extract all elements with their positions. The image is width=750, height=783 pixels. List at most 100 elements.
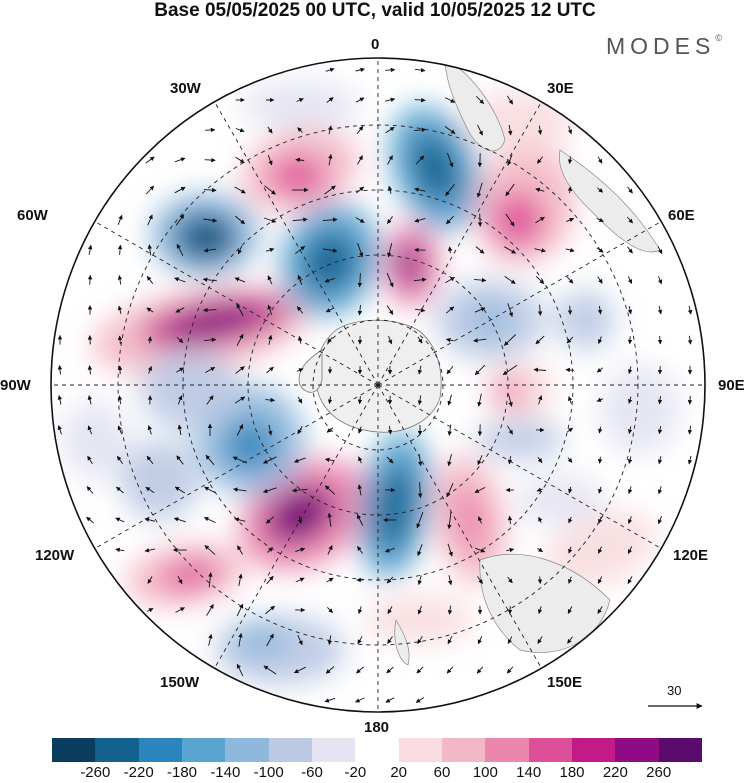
wind-vector [507, 425, 513, 435]
wind-vector [537, 125, 543, 135]
wind-vector [597, 456, 603, 464]
wind-vector [417, 482, 423, 499]
wind-vector [325, 666, 335, 674]
wind-vector [115, 517, 125, 523]
wind-vector [357, 636, 363, 645]
wind-vector [505, 213, 515, 227]
wind-vector [146, 455, 154, 465]
wind-vector [567, 457, 573, 463]
wind-vector [566, 217, 575, 223]
wind-vector [537, 576, 543, 584]
wind-vector [507, 636, 513, 644]
wind-vector [296, 368, 304, 373]
wind-vector [146, 608, 154, 613]
colorbar-swatch [312, 738, 356, 762]
wind-vector [357, 606, 363, 615]
reference-vector-arrow [648, 703, 703, 709]
lon-label-150e: 150E [547, 674, 583, 691]
wind-vector [657, 516, 663, 525]
wind-vector [325, 67, 335, 73]
wind-vector [267, 275, 273, 285]
wind-vector [357, 546, 363, 554]
wind-vector [597, 426, 603, 434]
wind-vector [327, 545, 333, 555]
wind-vector [447, 454, 452, 467]
wind-vector [238, 573, 243, 586]
wind-vector [357, 155, 363, 165]
wind-vector [174, 486, 186, 494]
wind-vector [687, 455, 693, 465]
wind-vector [537, 457, 543, 464]
wind-vector [535, 275, 545, 285]
meridian-line [377, 384, 544, 672]
wind-vector [204, 545, 216, 555]
wind-vector [174, 157, 186, 163]
wind-vector [535, 335, 545, 345]
wind-vector [87, 365, 93, 375]
wind-vector [176, 455, 184, 465]
wind-vector [116, 455, 124, 465]
colorbar-swatch [182, 738, 226, 762]
wind-vector [117, 425, 123, 435]
wind-vector [417, 336, 423, 344]
wind-vector [475, 95, 485, 105]
wind-vector [324, 277, 336, 283]
wind-vector [145, 486, 155, 494]
wind-vector [535, 187, 545, 193]
colorbar-tick-label: 140 [516, 764, 542, 781]
wind-vector [117, 214, 123, 225]
reference-vector-value: 30 [667, 683, 682, 698]
lon-label-60e: 60E [668, 207, 695, 224]
wind-vector [357, 304, 363, 316]
wind-vector [598, 546, 603, 554]
wind-vector [295, 547, 306, 553]
wind-vector [296, 98, 304, 103]
wind-vector [447, 605, 453, 615]
wind-vector [267, 304, 273, 316]
meridian-line [91, 384, 379, 551]
wind-vector [356, 125, 364, 134]
wind-vector [146, 275, 154, 284]
wind-vector [147, 244, 153, 256]
wind-vector [204, 367, 216, 373]
wind-vector [325, 307, 335, 313]
wind-vector [358, 456, 363, 464]
wind-vector [478, 516, 483, 524]
wind-vector [567, 186, 573, 194]
wind-vector [297, 635, 303, 646]
wind-vector [234, 396, 246, 404]
wind-vector [355, 697, 365, 703]
anomaly-contour [240, 80, 360, 130]
wind-vector [293, 666, 306, 674]
lon-label-90w: 90W [0, 377, 31, 394]
wind-vector [262, 456, 277, 464]
anomaly-contour [230, 622, 290, 658]
wind-vector [384, 547, 395, 553]
wind-vector [147, 214, 153, 226]
wind-vector [446, 666, 454, 674]
wind-vector [567, 606, 573, 614]
wind-vector [145, 185, 155, 195]
wind-vector [385, 697, 395, 703]
lon-label-0: 0 [371, 36, 380, 53]
wind-vector [267, 154, 273, 166]
brand-name: MODES [606, 33, 716, 59]
wind-vector [537, 606, 543, 615]
wind-vector [57, 395, 63, 405]
wind-vector [476, 666, 484, 674]
wind-vector [475, 246, 485, 254]
wind-vector [416, 666, 424, 674]
wind-vector [444, 126, 456, 134]
wind-vector [413, 277, 427, 282]
colorbar-swatch [528, 738, 573, 762]
wind-vector [597, 305, 603, 315]
wind-vector [295, 157, 305, 163]
wind-vector [414, 217, 426, 223]
wind-vector [356, 514, 364, 526]
wind-vector [237, 245, 243, 255]
wind-vector [297, 274, 303, 285]
colorbar-swatch [442, 738, 486, 762]
wind-vector [597, 276, 603, 284]
wind-vector [357, 273, 363, 288]
wind-vector [203, 187, 217, 193]
